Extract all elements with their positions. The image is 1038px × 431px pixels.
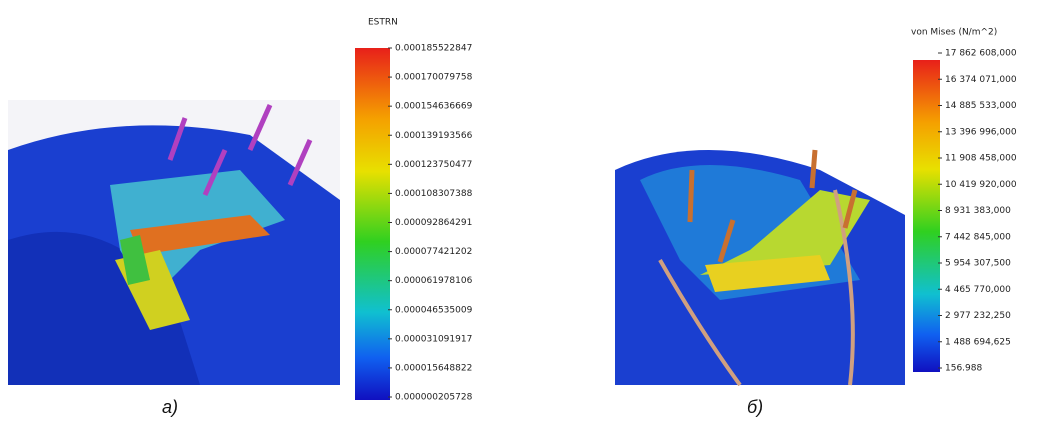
- caption: а): [162, 397, 178, 417]
- legend-label: 5 954 307,500: [945, 259, 1011, 269]
- colorbar-a: [355, 48, 390, 400]
- colorbar-b: [913, 60, 940, 372]
- legend-label: 0.000031091917: [395, 334, 472, 344]
- caption: б): [747, 397, 763, 417]
- legend-label: 0.000185522847: [395, 44, 472, 54]
- legend-label: 17 862 608,000: [945, 49, 1017, 59]
- legend-label: 0.000092864291: [395, 218, 472, 228]
- legend-label: 0.000139193566: [395, 131, 473, 141]
- figure: ESTRN von Mises (N/m^2) а) б) 0.00018552…: [0, 0, 1038, 431]
- legend-label: 8 931 383,000: [945, 206, 1011, 216]
- legend-label: 0.000154636669: [395, 102, 473, 112]
- legend-label: 0.000015648822: [395, 363, 472, 373]
- legend-label: 14 885 533,000: [945, 101, 1017, 111]
- legend-label: 11 908 458,000: [945, 154, 1017, 164]
- legend-label: 13 396 996,000: [945, 127, 1017, 137]
- legend-label: 0.000170079758: [395, 73, 473, 83]
- legend-label: 0.000123750477: [395, 160, 472, 170]
- legend-label: 0.000046535009: [395, 305, 473, 315]
- legend-label: 16 374 071,000: [945, 75, 1017, 85]
- legend-label: 4 465 770,000: [945, 285, 1011, 295]
- legend-title: ESTRN: [368, 18, 398, 28]
- legend-label: 1 488 694,625: [945, 337, 1011, 347]
- legend-title: von Mises (N/m^2): [911, 28, 997, 38]
- legend-label: 0.000000205728: [395, 393, 473, 403]
- legend-label: 0.000077421202: [395, 247, 472, 257]
- model-image-b: [615, 150, 905, 385]
- legend-label: 7 442 845,000: [945, 232, 1011, 242]
- model-image-a: [8, 100, 340, 385]
- legend-label: 0.000061978106: [395, 276, 473, 286]
- legend-label: 0.000108307388: [395, 189, 473, 199]
- legend-label: 2 977 232,250: [945, 311, 1011, 321]
- legend-label: 156.988: [945, 364, 982, 374]
- legend-label: 10 419 920,000: [945, 180, 1017, 190]
